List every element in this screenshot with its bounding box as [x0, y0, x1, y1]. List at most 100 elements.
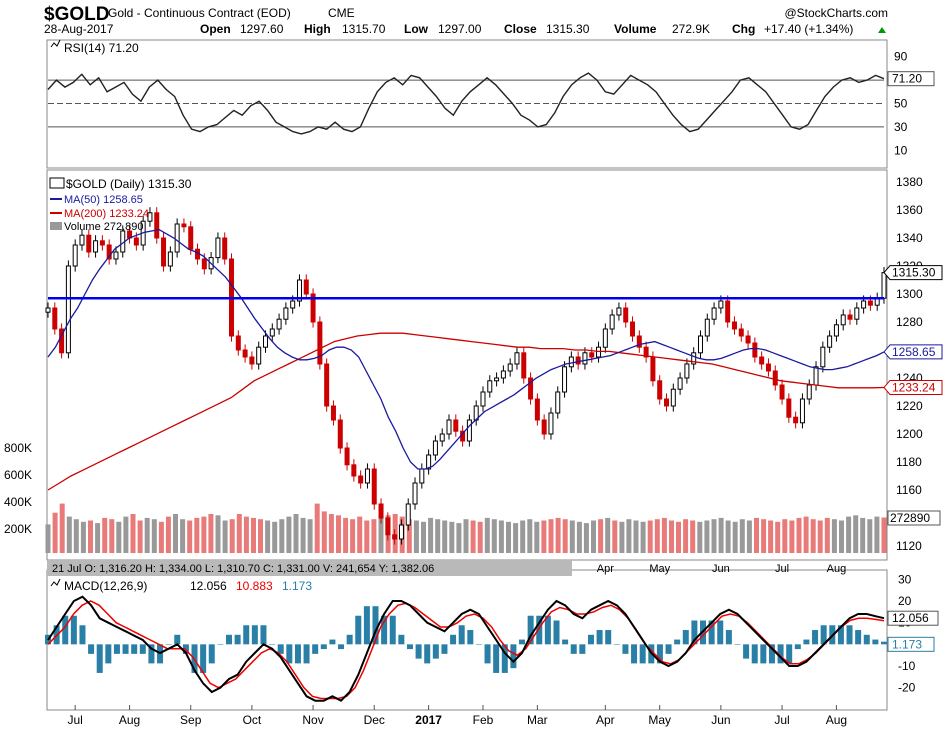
candle-body: [167, 251, 173, 267]
ma50-badge-text: 1258.65: [892, 345, 936, 359]
price-candle: [242, 344, 248, 363]
macd-badge-box: [887, 610, 939, 626]
brand-logo[interactable]: @StockCharts.com: [784, 6, 888, 20]
price-candle: [745, 330, 751, 349]
rsi-current-value: 71.20: [892, 72, 922, 86]
macd-histogram-bar: [208, 644, 215, 664]
x-tick-label: Nov: [302, 713, 323, 727]
price-candle: [86, 229, 92, 258]
macd-histogram-bar: [725, 630, 732, 645]
rsi-title: RSI(14) 71.20: [64, 41, 139, 55]
macd-histogram-bar: [122, 644, 129, 654]
volume-bar: [562, 519, 568, 553]
candle-body: [99, 240, 105, 246]
price-candle: [72, 239, 78, 272]
volume-bar: [236, 514, 242, 553]
price-candle: [521, 347, 527, 384]
macd-histogram-bar: [70, 615, 77, 645]
price-candle: [854, 302, 860, 325]
price-candle: [623, 302, 629, 328]
price-candle: [317, 316, 323, 370]
macd-histogram-bar: [450, 634, 457, 645]
macd-histogram-bar: [682, 630, 689, 645]
macd-histogram-bar: [329, 639, 336, 645]
volume-bar: [442, 520, 448, 553]
candle-body: [161, 237, 167, 267]
candle-body: [589, 352, 595, 358]
price-candle: [296, 274, 302, 307]
macd-histogram-bar: [467, 630, 474, 645]
macd-histogram-bar: [846, 625, 853, 645]
macd-histogram-bar: [708, 620, 715, 645]
volume-value: 272.9K: [672, 22, 710, 36]
macd-line: [47, 595, 885, 702]
x-tick-label: Jul: [68, 713, 83, 727]
rsi-panel[interactable]: [46, 39, 888, 169]
candle-body: [412, 482, 418, 505]
macd-histogram-bar: [570, 644, 577, 654]
volume-bar: [477, 521, 483, 553]
macd-histogram-bar: [519, 639, 526, 645]
volume-bar: [676, 521, 681, 553]
macd-histogram-bar: [251, 625, 258, 645]
price-candle: [568, 351, 574, 373]
volume-bar: [328, 514, 334, 553]
candle-body: [487, 380, 493, 393]
volume-bar: [633, 520, 639, 553]
price-candle: [487, 375, 493, 398]
candle-body: [201, 258, 207, 270]
volume-bar: [846, 516, 852, 553]
macd-histogram-bar: [544, 615, 551, 645]
price-candle: [215, 232, 221, 264]
volume-bar: [669, 520, 674, 553]
price-x-tick-label: Apr: [597, 563, 614, 575]
hist-value: 1.173: [282, 579, 312, 593]
volume-bar: [109, 519, 115, 553]
macd-title: MACD(12,26,9): [64, 579, 147, 593]
candle-body: [534, 398, 540, 421]
volume-bar: [279, 519, 285, 553]
volume-bar: [201, 516, 207, 553]
volume-bar: [286, 516, 292, 553]
candle-body: [881, 272, 887, 299]
x-tick-label: Feb: [473, 713, 494, 727]
macd-histogram-bar: [820, 625, 827, 645]
ma50-line: [47, 228, 885, 470]
macd-histogram-bar: [458, 625, 465, 645]
volume-bar: [513, 523, 519, 553]
price-candle: [820, 341, 826, 373]
candle-body: [86, 234, 92, 253]
candle-body: [392, 534, 398, 540]
macd-histogram-bar: [812, 630, 819, 645]
price-candle: [269, 323, 275, 342]
price-candle: [609, 309, 615, 335]
candle-body: [854, 307, 860, 320]
volume-bar: [413, 520, 419, 553]
price-candle: [344, 442, 350, 471]
volume-bar: [180, 519, 186, 553]
candle-body: [45, 307, 51, 313]
price-candle: [589, 347, 595, 363]
price-layer: 800K600K400K200K138013601340132013001280…: [4, 175, 943, 553]
chg-value: +17.40 (+1.34%): [764, 22, 853, 36]
price-candle: [432, 435, 438, 461]
volume-bar: [229, 519, 235, 553]
x-tick-label: Apr: [596, 713, 615, 727]
rsi-current-box: [887, 71, 935, 87]
candle-body: [697, 335, 703, 354]
volume-bar: [520, 520, 526, 553]
candle-body: [72, 244, 78, 267]
price-candle: [59, 323, 65, 359]
volume-bar: [364, 520, 370, 553]
candle-body: [324, 363, 330, 407]
price-candle: [664, 393, 670, 412]
price-candle: [575, 351, 581, 370]
volume-bar: [527, 519, 533, 553]
volume-bar: [605, 517, 611, 553]
price-candle: [704, 313, 710, 342]
macd-badge-text: 12.056: [892, 611, 929, 625]
price-candle: [453, 414, 459, 437]
price-panel[interactable]: [46, 169, 888, 561]
macd-panel[interactable]: [46, 569, 888, 711]
